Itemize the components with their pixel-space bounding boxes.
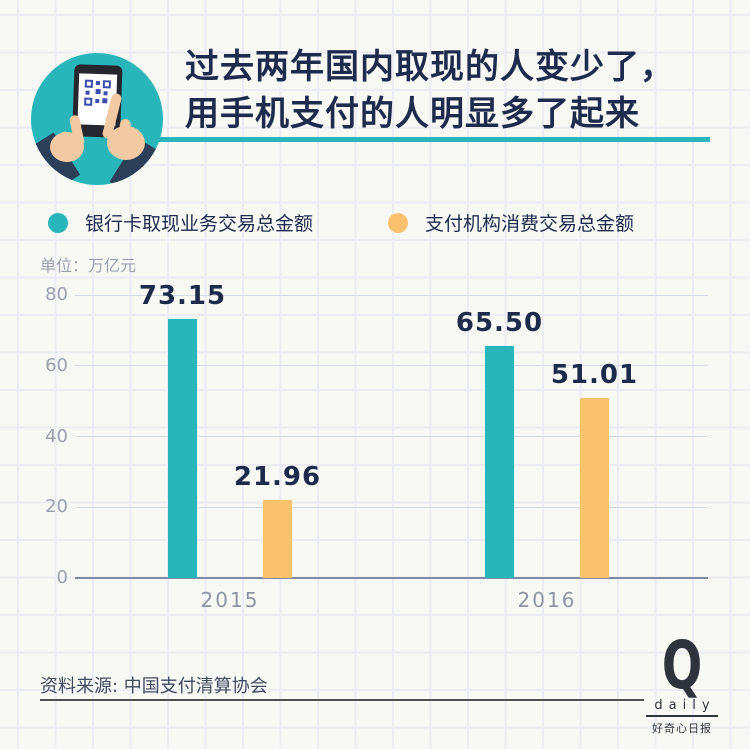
- x-axis-category-label: 2015: [200, 588, 260, 612]
- bar-2015-series-2: [263, 500, 292, 578]
- title-line-2: 用手机支付的人明显多了起来: [185, 94, 640, 134]
- bar-value-label: 21.96: [233, 462, 322, 493]
- x-axis-line: [75, 577, 708, 579]
- legend-label: 银行卡取现业务交易总金额: [85, 213, 314, 235]
- bar-chart: 0 20 40 60 80 73.15 21.96 2015 65.50 51.01 2016: [45, 281, 708, 612]
- qdaily-logo-subtitle: 好奇心日报: [652, 722, 712, 735]
- legend-dot-teal: [48, 212, 68, 233]
- y-axis-tick-label: 80: [45, 284, 68, 305]
- gridline: [75, 506, 708, 508]
- bar-2015-series-1: [168, 319, 197, 578]
- legend-item-payment-institution: 支付机构消费交易总金额: [388, 209, 634, 236]
- y-axis-tick-label: 40: [45, 425, 68, 447]
- bar-value-label: 65.50: [455, 308, 544, 339]
- legend-item-bank-withdrawal: 银行卡取现业务交易总金额: [48, 209, 313, 236]
- qr-code: [84, 79, 112, 106]
- legend-label: 支付机构消费交易总金额: [425, 213, 635, 235]
- page-title: 过去两年国内取现的人变少了， 用手机支付的人明显多了起来: [185, 44, 725, 138]
- legend-dot-orange: [388, 212, 408, 233]
- y-axis-tick-label: 0: [56, 567, 68, 588]
- bar-value-label: 51.01: [550, 359, 639, 390]
- bar-2016-series-1: [485, 346, 514, 578]
- title-underline: [148, 137, 710, 142]
- title-line-1: 过去两年国内取现的人变少了，: [185, 47, 675, 87]
- qdaily-logo-wordmark: daily: [646, 698, 718, 717]
- qdaily-logo-letter: Q: [661, 627, 703, 704]
- bar-2016-series-2: [580, 397, 609, 578]
- gridline: [75, 294, 708, 296]
- x-axis-category-label: 2016: [517, 588, 577, 612]
- y-axis-tick-label: 20: [45, 496, 68, 518]
- data-source: 资料来源: 中国支付清算协会: [40, 676, 268, 697]
- bar-value-label: 73.15: [138, 281, 227, 312]
- gridline: [75, 365, 708, 367]
- unit-label: 单位：万亿元: [40, 256, 137, 275]
- qdaily-logo: Q daily 好奇心日报: [645, 627, 719, 736]
- gridline: [75, 436, 708, 437]
- qr-scan-hands-icon: [31, 53, 163, 185]
- footer-divider: [40, 699, 644, 701]
- y-axis-tick-label: 60: [45, 354, 68, 376]
